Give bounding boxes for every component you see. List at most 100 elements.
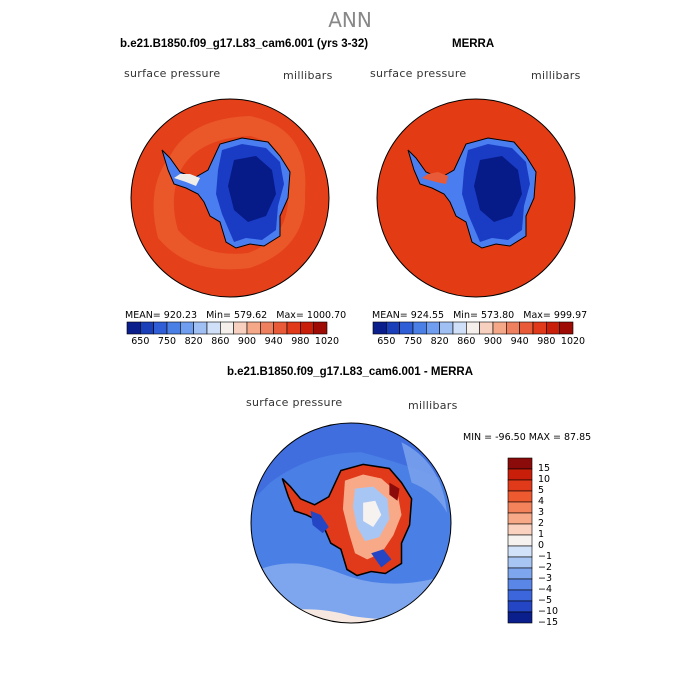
panel2-map — [376, 98, 576, 298]
difference-colorbar-swatch — [507, 468, 533, 481]
panel2-stats: MEAN= 924.55 Min= 573.80 Max= 999.97 — [372, 310, 587, 321]
difference-colorbar-tick-label: −15 — [538, 617, 559, 628]
panel2-colorbar-tick-label: 820 — [430, 336, 449, 347]
difference-colorbar-tick-label: −3 — [538, 573, 553, 584]
panel1-mean-value: 920.23 — [163, 310, 198, 321]
panel1-colorbar-swatch — [300, 321, 314, 335]
panel1-colorbar-swatch — [313, 321, 328, 335]
panel2-max-label: Max= — [523, 310, 551, 321]
difference-colorbar-swatch — [507, 556, 533, 569]
panel2-mean-label: MEAN= — [372, 310, 408, 321]
panel2-colorbar-swatch — [426, 321, 440, 335]
difference-colorbar-swatch — [507, 611, 533, 624]
difference-colorbar-swatch — [507, 545, 533, 558]
panel1-map — [130, 98, 330, 298]
panel1-colorbar-swatch — [140, 321, 154, 335]
panel1-colorbar-tick-label: 900 — [237, 336, 257, 347]
panel2-colorbar-tick-label: 940 — [510, 336, 529, 347]
panel2-min-value: 573.80 — [480, 310, 515, 321]
panel2-max-value: 999.97 — [553, 310, 588, 321]
panel1-mean-label: MEAN= — [125, 310, 161, 321]
difference-colorbar — [507, 457, 533, 624]
panel1-colorbar-tick-label: 940 — [264, 336, 283, 347]
panel2-mean-value: 924.55 — [410, 310, 445, 321]
difference-colorbar-tick-label: 3 — [538, 507, 545, 518]
panel2-colorbar-tick-label: 900 — [483, 336, 503, 347]
difference-colorbar-tick-label: 2 — [538, 518, 545, 529]
difference-colorbar-tick-label: −1 — [538, 551, 553, 562]
difference-colorbar-swatch — [507, 589, 533, 602]
panel2-colorbar-swatch — [399, 321, 414, 335]
panel2-colorbar-tick-label: 1020 — [560, 336, 586, 347]
panel2-colorbar-swatch — [386, 321, 400, 335]
panel2-colorbar-swatch — [452, 321, 467, 335]
difference-colorbar-swatch — [507, 600, 533, 613]
panel1-colorbar-tick-label: 650 — [131, 336, 150, 347]
difference-colorbar-tick-label: 4 — [538, 496, 545, 507]
panel1-colorbar-swatch — [126, 321, 141, 335]
panel1-colorbar-tick-label: 980 — [291, 336, 310, 347]
panel1-colorbar-swatch — [220, 321, 234, 335]
panel1-colorbar-swatch — [246, 321, 261, 335]
difference-colorbar-swatch — [507, 567, 533, 580]
panel2-colorbar-tick-label: 650 — [377, 336, 396, 347]
panel1-colorbar-swatch — [286, 321, 301, 335]
difference-colorbar-tick-label: −5 — [538, 595, 553, 606]
difference-colorbar-ticks: 15 10 5 4 3 2 1 0 −1 −2 −3 −4 −5 −10 −15 — [536, 458, 576, 628]
difference-colorbar-swatch — [507, 578, 533, 591]
panel1-colorbar-swatch — [166, 321, 181, 335]
panel1-units-label: millibars — [283, 69, 333, 82]
panel2-min-label: Min= — [453, 310, 478, 321]
panel1-colorbar-tick-label: 860 — [211, 336, 230, 347]
difference-title: b.e21.B1850.f09_g17.L83_cam6.001 - MERRA — [226, 366, 474, 378]
panel2-colorbar-swatch — [546, 321, 560, 335]
panel2-variable-label: surface pressure — [370, 67, 467, 80]
panel2-colorbar-swatch — [519, 321, 534, 335]
difference-colorbar-tick-label: 15 — [538, 463, 551, 474]
panel1-colorbar-swatch — [180, 321, 194, 335]
panel1-case-title: b.e21.B1850.f09_g17.L83_cam6.001 (yrs 3-… — [120, 38, 369, 50]
panel1-colorbar — [126, 321, 328, 335]
panel1-stats: MEAN= 920.23 Min= 579.62 Max= 1000.70 — [125, 310, 346, 321]
difference-colorbar-swatch — [507, 534, 533, 547]
panel2-colorbar-tick-label: 980 — [537, 336, 556, 347]
panel1-max-value: 1000.70 — [306, 310, 347, 321]
difference-colorbar-swatch — [507, 457, 533, 470]
panel1-colorbar-swatch — [233, 321, 248, 335]
figure-title: ANN — [328, 8, 372, 32]
difference-colorbar-swatch — [507, 512, 533, 525]
difference-colorbar-swatch — [507, 501, 533, 514]
difference-map — [250, 422, 452, 624]
panel1-colorbar-tick-label: 750 — [157, 336, 177, 347]
panel2-colorbar-tick-label: 750 — [403, 336, 423, 347]
panel2-colorbar — [372, 321, 574, 335]
panel1-min-value: 579.62 — [233, 310, 268, 321]
panel1-min-label: Min= — [206, 310, 231, 321]
difference-max-value: 87.85 — [564, 432, 592, 443]
panel2-colorbar-swatch — [506, 321, 520, 335]
difference-max-label: MAX = — [528, 432, 561, 443]
panel2-colorbar-swatch — [532, 321, 547, 335]
difference-colorbar-swatch — [507, 479, 533, 492]
difference-colorbar-tick-label: −10 — [538, 606, 559, 617]
panel2-colorbar-tick-label: 860 — [457, 336, 476, 347]
panel1-variable-label: surface pressure — [124, 67, 221, 80]
difference-variable-label: surface pressure — [246, 396, 343, 409]
panel1-colorbar-tick-label: 820 — [184, 336, 203, 347]
panel2-colorbar-swatch — [559, 321, 574, 335]
panel2-units-label: millibars — [531, 69, 581, 82]
difference-min-value: -96.50 — [495, 432, 526, 443]
difference-colorbar-tick-label: 0 — [538, 540, 545, 551]
panel1-colorbar-ticks: 650 750 820 860 900 940 980 1020 — [127, 336, 339, 350]
difference-colorbar-tick-label: 10 — [538, 474, 551, 485]
difference-colorbar-tick-label: 1 — [538, 529, 545, 540]
difference-colorbar-tick-label: −2 — [538, 562, 553, 573]
panel1-max-label: Max= — [276, 310, 304, 321]
panel2-colorbar-swatch — [439, 321, 454, 335]
panel1-colorbar-swatch — [206, 321, 221, 335]
panel2-colorbar-swatch — [412, 321, 427, 335]
panel1-colorbar-swatch — [260, 321, 274, 335]
panel2-colorbar-swatch — [479, 321, 494, 335]
difference-colorbar-swatch — [507, 523, 533, 536]
panel1-colorbar-swatch — [273, 321, 288, 335]
